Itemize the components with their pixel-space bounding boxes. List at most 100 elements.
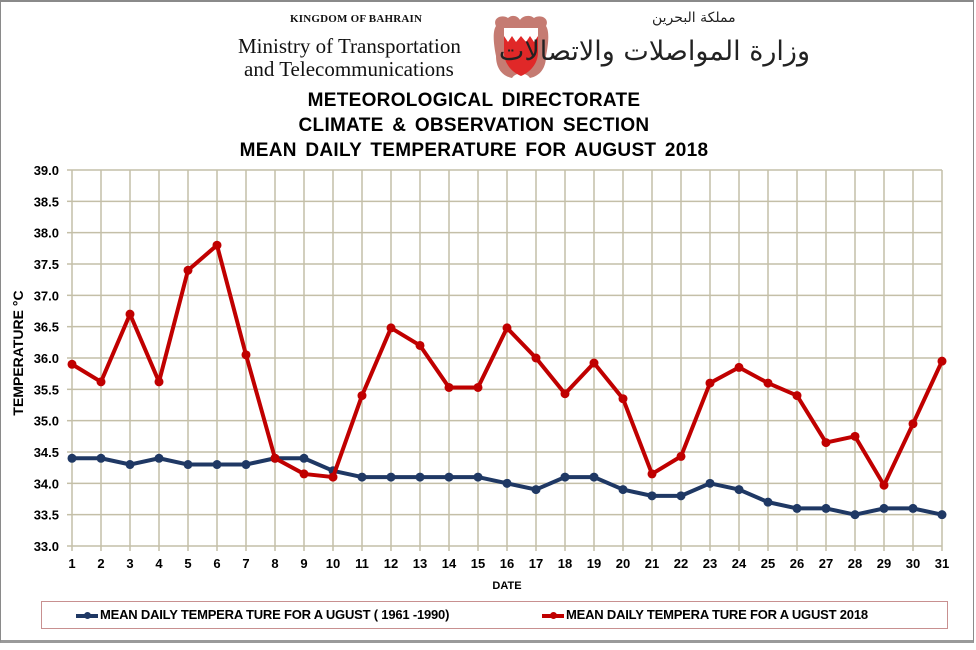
x-tick-label: 30 (906, 556, 920, 571)
data-point (241, 460, 251, 470)
data-point (473, 382, 483, 392)
x-tick-label: 24 (732, 556, 747, 571)
data-point (386, 472, 396, 482)
data-point (299, 453, 309, 463)
x-tick-label: 26 (790, 556, 804, 571)
x-tick-label: 9 (300, 556, 307, 571)
data-point (560, 389, 570, 399)
country-name-ar: مملكة البحرين (652, 10, 736, 26)
y-tick-label: 35.0 (34, 414, 59, 429)
ministry-name-en-line2: and Telecommunications (244, 57, 454, 81)
x-tick-label: 17 (529, 556, 543, 571)
y-tick-label: 38.5 (34, 194, 59, 209)
data-point (386, 323, 396, 333)
x-tick-label: 22 (674, 556, 688, 571)
data-point (879, 503, 889, 513)
x-tick-label: 10 (326, 556, 340, 571)
data-point (879, 480, 889, 490)
x-tick-label: 4 (155, 556, 163, 571)
data-point (444, 382, 454, 392)
bahrain-emblem-icon (493, 15, 549, 78)
data-point (473, 472, 483, 482)
chart-title-line1: METEOROLOGICAL DIRECTORATE (307, 90, 641, 111)
data-point (96, 453, 106, 463)
y-tick-label: 35.5 (34, 382, 59, 397)
data-point (212, 460, 222, 470)
data-point (560, 472, 570, 482)
legend-marker-normal (76, 611, 98, 619)
y-tick-label: 34.0 (34, 476, 59, 491)
legend-label-2018: MEAN DAILY TEMPERA TURE FOR A UGUST 2018 (566, 607, 868, 622)
data-point (241, 350, 251, 360)
x-tick-label: 3 (126, 556, 133, 571)
data-point (734, 485, 744, 495)
data-point (125, 309, 135, 319)
y-tick-label: 34.5 (34, 445, 59, 460)
data-point (299, 469, 309, 479)
y-tick-label: 36.0 (34, 351, 59, 366)
y-tick-label: 33.5 (34, 508, 59, 523)
data-point (502, 323, 512, 333)
x-tick-label: 31 (935, 556, 949, 571)
data-point (531, 353, 541, 363)
series-group (67, 240, 947, 520)
x-tick-label: 15 (471, 556, 485, 571)
series-2018 (67, 240, 947, 490)
x-tick-label: 5 (184, 556, 191, 571)
data-point (183, 265, 193, 275)
data-point (212, 240, 222, 250)
x-tick-labels: 1 2 3 4 5 6 7 8 9 10 11 12 13 14 15 16 17 18 19 20 21 22 23 24 2… (68, 556, 949, 571)
legend-label-normal: MEAN DAILY TEMPERA TURE FOR A UGUST ( 19… (100, 607, 450, 622)
data-point (502, 478, 512, 488)
x-tick-label: 29 (877, 556, 891, 571)
data-point (763, 497, 773, 507)
legend-marker-2018 (542, 611, 564, 619)
chart-legend: MEAN DAILY TEMPERA TURE FOR A UGUST ( 19… (41, 601, 948, 629)
data-point (647, 469, 657, 479)
data-point (154, 377, 164, 387)
x-tick-label: 2 (97, 556, 104, 571)
data-point (705, 378, 715, 388)
y-tick-label: 38.0 (34, 226, 59, 241)
x-tick-label: 20 (616, 556, 630, 571)
x-tick-label: 13 (413, 556, 427, 571)
x-tick-label: 19 (587, 556, 601, 571)
data-point (531, 485, 541, 495)
x-tick-label: 18 (558, 556, 572, 571)
x-tick-label: 25 (761, 556, 775, 571)
data-point (850, 431, 860, 441)
data-point (705, 478, 715, 488)
data-point (270, 453, 280, 463)
data-point (792, 503, 802, 513)
x-tick-label: 8 (271, 556, 278, 571)
x-tick-label: 28 (848, 556, 862, 571)
data-point (734, 362, 744, 372)
y-tick-label: 36.5 (34, 320, 59, 335)
series-normal-1961-1990 (67, 453, 947, 520)
data-point (676, 491, 686, 501)
legend-item-2018: MEAN DAILY TEMPERA TURE FOR A UGUST 2018 (542, 607, 868, 622)
data-point (821, 438, 831, 448)
legend-item-normal: MEAN DAILY TEMPERA TURE FOR A UGUST ( 19… (76, 607, 449, 622)
data-point (850, 510, 860, 520)
data-point (67, 359, 77, 369)
data-point (357, 472, 367, 482)
country-name-en: KINGDOM OF BAHRAIN (290, 13, 423, 25)
data-point (676, 451, 686, 461)
x-axis-label: DATE (492, 580, 521, 592)
data-point (908, 419, 918, 429)
x-tick-label: 16 (500, 556, 514, 571)
y-tick-label: 39.0 (34, 163, 59, 178)
data-point (763, 378, 773, 388)
data-point (444, 472, 454, 482)
x-tick-label: 6 (213, 556, 220, 571)
data-point (357, 391, 367, 401)
data-point (183, 460, 193, 470)
x-tick-label: 7 (242, 556, 249, 571)
chart-title-line3: MEAN DAILY TEMPERATURE FOR AUGUST 2018 (239, 140, 709, 161)
grid-lines (67, 169, 943, 551)
data-point (589, 358, 599, 368)
data-point (125, 460, 135, 470)
